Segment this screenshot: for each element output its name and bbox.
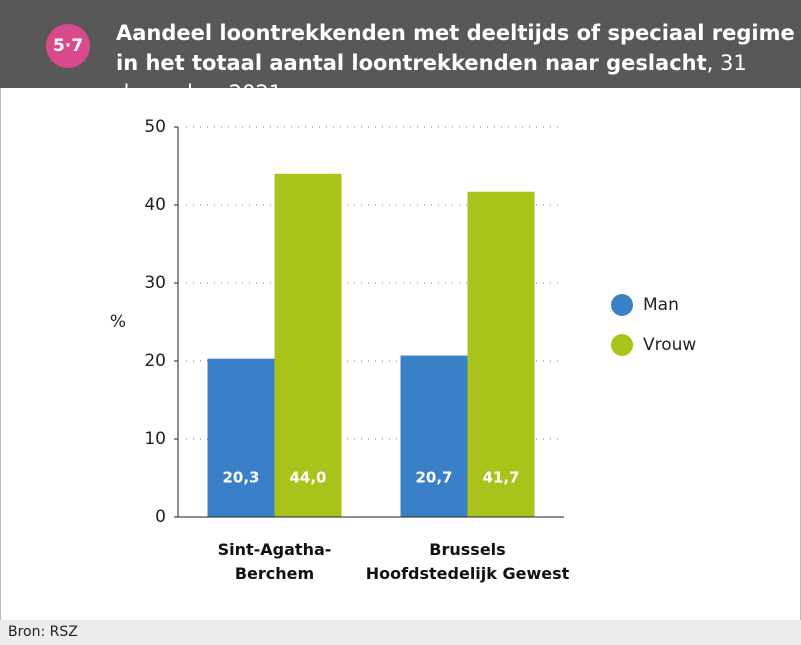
legend-marker	[611, 294, 633, 316]
bar	[400, 355, 468, 517]
y-axis-label: %	[110, 312, 126, 332]
data-label: 20,7	[415, 469, 452, 487]
bar	[207, 358, 275, 517]
y-tick-label: 20	[144, 351, 166, 371]
x-tick-label: Sint-Agatha- Berchem	[217, 540, 332, 583]
chart: % 0 10 20 30 40 50 20,3 44,0 20,7 41,7 Man Vrouw	[110, 117, 696, 527]
chart-title: Aandeel loontrekkenden met deeltijds of …	[116, 21, 795, 75]
x-tick-label: Brussels Hoofdstedelijk Gewest	[365, 540, 570, 583]
bar	[274, 173, 342, 518]
y-tick-label: 30	[144, 273, 166, 293]
y-tick-label: 40	[144, 195, 166, 215]
figure-number: 5·7	[46, 24, 90, 68]
bar	[467, 191, 535, 518]
y-tick-label: 10	[144, 429, 166, 449]
y-tick-label: 0	[155, 507, 166, 527]
legend-label: Man	[643, 295, 679, 315]
source: Bron: RSZ	[0, 620, 801, 645]
y-tick-label: 50	[144, 117, 166, 137]
chart-subtitle: , 31 december 2021	[116, 51, 747, 105]
data-label: 44,0	[289, 469, 326, 487]
title-block: Aandeel loontrekkenden met deeltijds of …	[116, 18, 800, 108]
legend-marker	[611, 334, 633, 356]
legend-label: Vrouw	[643, 335, 696, 355]
header	[0, 0, 801, 88]
data-label: 41,7	[482, 469, 519, 487]
data-label: 20,3	[222, 469, 259, 487]
